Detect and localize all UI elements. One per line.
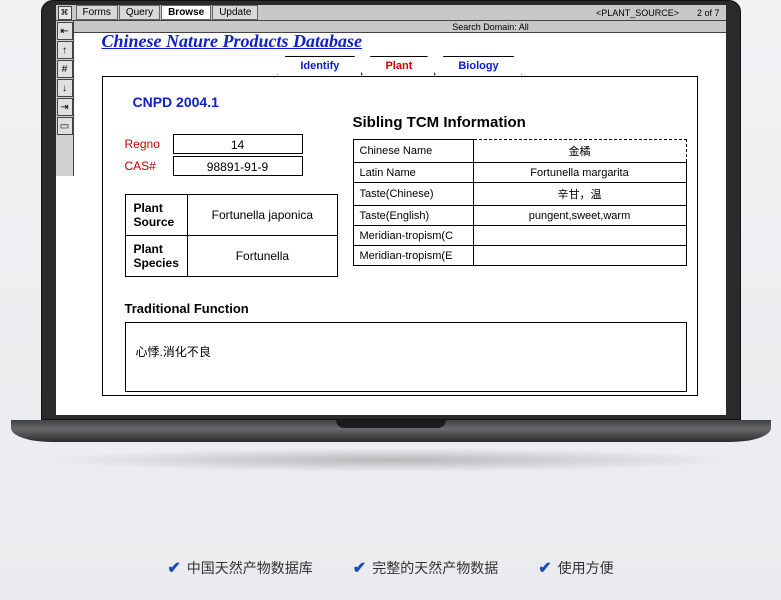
tool-btn-2[interactable]: # — [57, 60, 73, 78]
record-card: IdentifyPlantBiology CNPD 2004.1 Regno 1… — [102, 76, 698, 396]
plant-source-label: Plant Source — [125, 195, 187, 236]
regno-value[interactable]: 14 — [173, 134, 303, 154]
plant-species-value[interactable]: Fortunella — [187, 236, 337, 277]
page-indicator: 2 of 7 — [697, 8, 720, 18]
id-fields: Regno 14 CAS# 98891-91-9 Plant Source Fo… — [125, 134, 338, 277]
cas-value[interactable]: 98891-91-9 — [173, 156, 303, 176]
sibling-value[interactable]: 金橘 — [473, 140, 686, 163]
feature-text: 使用方便 — [558, 558, 614, 578]
tool-btn-5[interactable]: ▭ — [57, 117, 73, 135]
menubar-status: <PLANT_SOURCE> 2 of 7 — [596, 8, 726, 18]
tool-btn-3[interactable]: ↓ — [57, 79, 73, 97]
tab-biology[interactable]: Biology — [435, 56, 521, 75]
traditional-text[interactable]: 心悸.消化不良 — [125, 322, 687, 392]
laptop-shadow — [41, 448, 741, 472]
regno-label: Regno — [125, 137, 173, 151]
sibling-label: Chinese Name — [353, 140, 473, 163]
laptop-base — [11, 420, 771, 442]
tool-btn-1[interactable]: ↑ — [57, 41, 73, 59]
sibling-label: Meridian-tropism(C — [353, 226, 473, 246]
sibling-title: Sibling TCM Information — [353, 114, 687, 131]
plant-species-label: Plant Species — [125, 236, 187, 277]
tab-identify[interactable]: Identify — [277, 56, 362, 75]
sibling-label: Taste(English) — [353, 206, 473, 226]
traditional-title: Traditional Function — [125, 301, 687, 316]
plant-table: Plant Source Fortunella japonica Plant S… — [125, 194, 338, 277]
vertical-toolbar: ⇤↑#↓⇥▭ — [56, 21, 74, 176]
menu-item-query[interactable]: Query — [119, 5, 160, 20]
traditional-section: Traditional Function 心悸.消化不良 — [125, 301, 687, 392]
tool-btn-4[interactable]: ⇥ — [57, 98, 73, 116]
version-label: CNPD 2004.1 — [133, 94, 219, 110]
menu-item-update[interactable]: Update — [212, 5, 258, 20]
feature-text: 中国天然产物数据库 — [187, 558, 313, 578]
menu-item-forms[interactable]: Forms — [76, 5, 118, 20]
menu-item-browse[interactable]: Browse — [161, 5, 211, 20]
screen-bezel: ⌘ FormsQueryBrowseUpdate <PLANT_SOURCE> … — [41, 0, 741, 420]
database-title: Chinese Nature Products Database — [102, 31, 698, 52]
feature-item: ✔ 完整的天然产物数据 — [353, 558, 498, 578]
tool-btn-0[interactable]: ⇤ — [57, 22, 73, 40]
laptop-frame: ⌘ FormsQueryBrowseUpdate <PLANT_SOURCE> … — [41, 0, 741, 472]
check-icon: ✔ — [538, 558, 551, 578]
app-screen: ⌘ FormsQueryBrowseUpdate <PLANT_SOURCE> … — [56, 5, 726, 415]
sibling-value[interactable]: Fortunella margarita — [473, 163, 686, 183]
feature-item: ✔ 使用方便 — [538, 558, 613, 578]
sibling-label: Meridian-tropism(E — [353, 246, 473, 266]
check-icon: ✔ — [353, 558, 366, 578]
content-area: Chinese Nature Products Database Identif… — [74, 21, 726, 415]
source-label: <PLANT_SOURCE> — [596, 8, 679, 18]
plant-source-value[interactable]: Fortunella japonica — [187, 195, 337, 236]
tab-plant[interactable]: Plant — [362, 56, 435, 75]
sibling-value[interactable] — [473, 226, 686, 246]
menubar: ⌘ FormsQueryBrowseUpdate <PLANT_SOURCE> … — [56, 5, 726, 21]
sibling-label: Latin Name — [353, 163, 473, 183]
system-menu-icon[interactable]: ⌘ — [58, 6, 72, 20]
feature-item: ✔ 中国天然产物数据库 — [167, 558, 312, 578]
feature-list: ✔ 中国天然产物数据库 ✔ 完整的天然产物数据 ✔ 使用方便 — [0, 558, 781, 578]
sibling-value[interactable] — [473, 246, 686, 266]
sibling-label: Taste(Chinese) — [353, 183, 473, 206]
cas-label: CAS# — [125, 159, 173, 173]
sibling-table: Chinese Name金橘Latin NameFortunella marga… — [353, 139, 687, 266]
tab-baseline — [103, 76, 697, 77]
sibling-section: Sibling TCM Information Chinese Name金橘La… — [353, 114, 687, 266]
check-icon: ✔ — [167, 558, 180, 578]
sibling-value[interactable]: 辛甘，温 — [473, 183, 686, 206]
feature-text: 完整的天然产物数据 — [372, 558, 498, 578]
tab-strip: IdentifyPlantBiology — [103, 56, 697, 75]
sibling-value[interactable]: pungent,sweet,warm — [473, 206, 686, 226]
